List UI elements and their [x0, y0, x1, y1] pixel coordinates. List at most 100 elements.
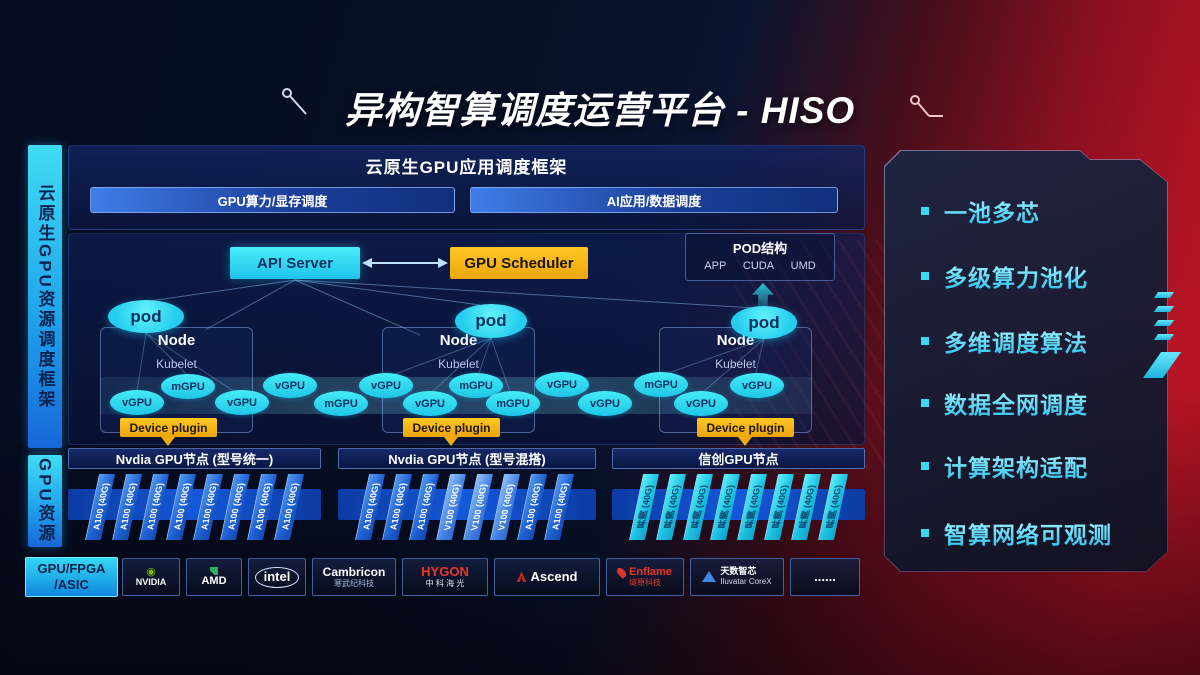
vendor-box-dots: ...... — [790, 558, 860, 596]
feature-item: 一池多芯 — [921, 194, 1040, 228]
circuit-decoration-left — [282, 88, 307, 115]
vendor-name: 天数智芯 — [720, 566, 757, 577]
nvidia-logo-icon: ◉ — [146, 565, 156, 578]
gpu-fpga-asic-label: GPU/FPGA /ASIC — [25, 557, 118, 597]
vendor-subtitle: 寒武纪科技 — [334, 578, 374, 588]
device-plugin-arrow-icon — [444, 437, 458, 446]
gpu-card: 昇腾 (40G) — [682, 474, 714, 540]
gpu-scheduler-box: GPU Scheduler — [450, 247, 588, 279]
gpu-card-label: 昇腾 (40G) — [635, 485, 655, 529]
vendor-subtitle: Iluvatar CoreX — [720, 577, 772, 587]
square-bullet-icon — [921, 399, 929, 407]
vendor-box-nvidia: ◉ NVIDIA — [122, 558, 180, 596]
gpu-card-label: A100 (40G) — [144, 483, 165, 531]
page-title: 异构智算调度运营平台 - HISO — [344, 90, 856, 131]
amd-logo-icon — [210, 566, 218, 575]
square-bullet-icon — [921, 529, 929, 537]
gpu-card-label: A100 (40G) — [171, 483, 192, 531]
kubelet-label: Kubelet — [715, 357, 756, 371]
gpu-card: A100 (40G) — [165, 474, 197, 540]
gpu-card-label: A100 (40G) — [90, 483, 111, 531]
square-bullet-icon — [921, 207, 929, 215]
pod-oval-2: pod — [455, 304, 527, 338]
gpu-oval-vgpu: vGPU — [110, 390, 164, 415]
gpu-card-label: A100 (40G) — [252, 483, 273, 531]
vendor-logo-row: Ascend — [516, 568, 578, 584]
feature-label: 计算架构适配 — [944, 449, 1088, 483]
sidebar-label-scheduling-framework: 云原生GPU资源调度框架 — [28, 145, 62, 448]
feature-item: 智算网络可观测 — [921, 516, 1112, 550]
feature-label: 多级算力池化 — [944, 259, 1088, 293]
gpu-card-label: A100 (40G) — [117, 483, 138, 531]
gpu-oval-vgpu: vGPU — [578, 391, 632, 416]
gpu-card-label: A100 (40G) — [414, 483, 435, 531]
circuit-decoration-right — [910, 95, 943, 117]
vendor-more-dots: ...... — [814, 568, 836, 584]
gpu-card-label: A100 (40G) — [522, 483, 543, 531]
pod-oval-3: pod — [731, 306, 797, 339]
vendor-text-stack: 天数智芯 Iluvatar CoreX — [720, 566, 772, 587]
gpu-cards-group-3: 昇腾 (40G) 昇腾 (40G) 昇腾 (40G) 昇腾 (40G) 昇腾 (40G)… — [628, 474, 849, 540]
bar-ai-data-scheduling: AI应用/数据调度 — [470, 187, 838, 213]
bar-gpu-compute-scheduling: GPU算力/显存调度 — [90, 187, 455, 213]
gpu-card: 昇腾 (40G) — [736, 474, 768, 540]
feature-label: 多维调度算法 — [944, 324, 1088, 358]
vendor-box-iluvatar: 天数智芯 Iluvatar CoreX — [690, 558, 784, 596]
gpu-card: A100 (40G) — [408, 474, 440, 540]
square-bullet-icon — [921, 337, 929, 345]
gpu-oval-vgpu: vGPU — [359, 373, 413, 398]
vendor-subtitle: 燧原科技 — [629, 578, 661, 588]
vendor-name: Ascend — [530, 568, 578, 584]
intel-logo: intel — [254, 566, 300, 588]
vendor-row: ◉ NVIDIA AMD intel Cambricon 寒武纪科技 HYGON 中 科 海 … — [122, 558, 860, 596]
gpu-card-label: 昇腾 (40G) — [662, 485, 682, 529]
kubelet-label: Kubelet — [156, 357, 197, 371]
vendor-name: Enflame — [629, 566, 672, 579]
gpu-oval-mgpu: mGPU — [634, 372, 688, 397]
vendor-name: HYGON — [421, 564, 469, 580]
feature-item: 数据全网调度 — [921, 386, 1088, 420]
gpu-card: A100 (40G) — [111, 474, 143, 540]
vendor-box-amd: AMD — [186, 558, 242, 596]
gpu-oval-vgpu: vGPU — [535, 372, 589, 397]
gpu-cards-group-1: A100 (40G) A100 (40G) A100 (40G) A100 (40G)… — [84, 474, 305, 540]
gpu-section-header-xinchuang: 信创GPU节点 — [612, 448, 865, 469]
feature-item: 多级算力池化 — [921, 259, 1088, 293]
feature-panel: 一池多芯多级算力池化 多维调度算法 数据全网调度 计算架构适配 智算网络可观测 — [884, 150, 1168, 572]
device-plugin-arrow-icon — [161, 437, 175, 446]
gpu-card-label: A100 (40G) — [360, 483, 381, 531]
gpu-card-label: 昇腾 (40G) — [743, 485, 763, 529]
pod-structure-box: POD结构 APP CUDA UMD — [685, 233, 835, 281]
gpu-section-header-mixed: Nvdia GPU节点 (型号混搭) — [338, 448, 596, 469]
gpu-card-label: V100 (40G) — [495, 483, 516, 531]
feature-label: 智算网络可观测 — [944, 516, 1112, 550]
gpu-oval-mgpu: mGPU — [314, 391, 368, 416]
iluvatar-logo-icon — [702, 571, 717, 583]
feature-item: 多维调度算法 — [921, 324, 1088, 358]
gpu-card: A100 (40G) — [381, 474, 413, 540]
pod-layer-app: APP — [704, 260, 727, 272]
gpu-card-label: V100 (40G) — [441, 483, 462, 531]
vendor-logo-row: 天数智芯 Iluvatar CoreX — [702, 566, 772, 587]
gpu-card-label: A100 (40G) — [198, 483, 219, 531]
node-label: Node — [716, 332, 755, 349]
device-plugin-arrow-icon — [738, 437, 752, 446]
gpu-card-label: 昇腾 (40G) — [770, 485, 790, 529]
gpu-card-label: A100 (40G) — [279, 483, 300, 531]
gpu-card-label: A100 (40G) — [387, 483, 408, 531]
vendor-logo-row: Enflame — [615, 565, 672, 579]
gpu-oval-mgpu: mGPU — [449, 373, 503, 398]
device-plugin-2: Device plugin — [403, 418, 500, 437]
vendor-box-ascend: Ascend — [494, 558, 600, 596]
gpu-card-label: 昇腾 (40G) — [689, 485, 709, 529]
feature-list: 一池多芯多级算力池化 多维调度算法 数据全网调度 计算架构适配 智算网络可观测 — [885, 151, 1167, 571]
gpu-card: A100 (40G) — [138, 474, 170, 540]
hash-mark-icon — [1153, 320, 1175, 326]
gpu-oval-vgpu: vGPU — [730, 373, 784, 398]
feature-label: 数据全网调度 — [944, 386, 1088, 420]
device-plugin-3: Device plugin — [697, 418, 794, 437]
gpu-card: A100 (40G) — [516, 474, 548, 540]
kubelet-label: Kubelet — [438, 357, 479, 371]
gpu-oval-vgpu: vGPU — [403, 391, 457, 416]
pod-layer-umd: UMD — [790, 260, 816, 272]
